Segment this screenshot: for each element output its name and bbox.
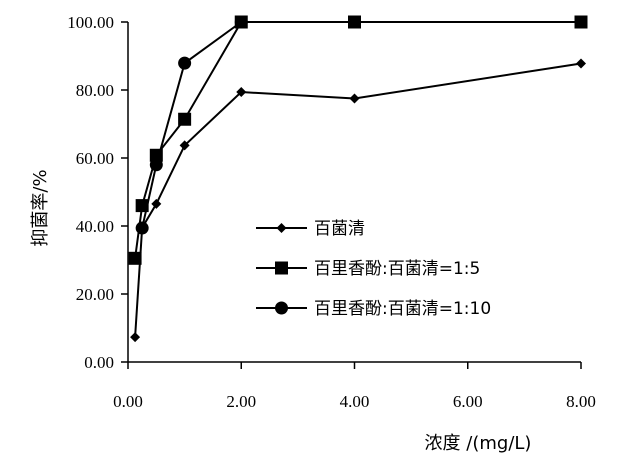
data-point-square (348, 15, 361, 29)
data-point-square (275, 261, 288, 275)
data-point-circle (234, 15, 248, 29)
data-point-square (135, 199, 149, 213)
legend-label: 百菌清 (314, 219, 365, 239)
data-point-diamond (236, 87, 247, 98)
axes: 0.00 20.00 40.00 60.00 80.00 100.00 0.00 2.00 4.… (67, 13, 596, 411)
data-point-diamond (179, 140, 190, 151)
y-tick-label: 80.00 (76, 81, 114, 100)
y-tick-label: 100.00 (67, 13, 114, 32)
data-point-circle (178, 56, 192, 70)
data-point-circle (149, 158, 163, 172)
legend-item: 百里香酚:百菌清=1:10 (256, 299, 491, 319)
x-tick-label: 4.00 (340, 392, 370, 411)
series-line (141, 21, 242, 229)
legend-label: 百里香酚:百菌清=1:10 (314, 299, 491, 319)
x-axis-title: 浓度 /(mg/L) (425, 433, 532, 454)
x-tick-label: 0.00 (113, 392, 143, 411)
data-point-square (128, 251, 142, 265)
data-point-circle (275, 301, 288, 315)
data-point-diamond (151, 198, 162, 209)
data-point-diamond (576, 58, 586, 69)
x-tick-label: 8.00 (566, 392, 596, 411)
y-tick-label: 40.00 (76, 217, 114, 236)
legend-label: 百里香酚:百菌清=1:5 (314, 259, 480, 279)
data-point-square (574, 15, 588, 29)
series-layer (128, 15, 588, 343)
x-tick-label: 2.00 (226, 392, 256, 411)
data-point-square (178, 112, 192, 126)
data-point-diamond (276, 223, 287, 233)
y-axis-title: 抑菌率/% (30, 169, 51, 246)
y-tick-label: 60.00 (76, 149, 114, 168)
data-point-diamond (130, 332, 141, 343)
series-line (134, 62, 582, 338)
legend-item: 百里香酚:百菌清=1:5 (256, 259, 480, 279)
x-tick-label: 6.00 (453, 392, 483, 411)
series-3 (135, 15, 248, 235)
y-tick-label: 20.00 (76, 285, 114, 304)
y-tick-label: 0.00 (84, 353, 114, 372)
data-point-circle (135, 221, 149, 235)
legend-item: 百菌清 (256, 219, 365, 239)
data-point-diamond (349, 93, 360, 104)
